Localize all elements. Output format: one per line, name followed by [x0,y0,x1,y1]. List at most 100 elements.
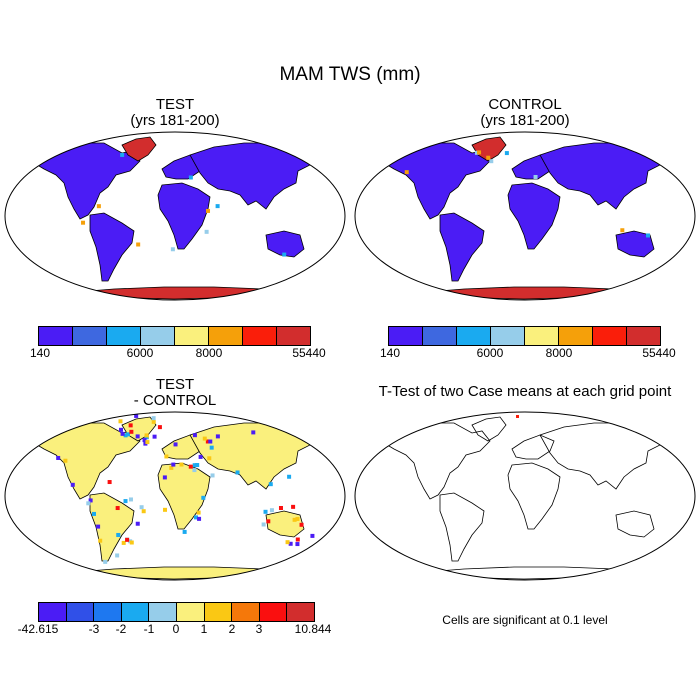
grid-cell [173,442,178,447]
grid-cell [98,538,103,543]
grid-cell [123,433,128,438]
colorbar-swatch [559,327,593,345]
grid-cell [115,553,120,558]
grid-cell [477,150,482,155]
grid-cell [169,465,174,470]
colorbar-test-label: 55440 [292,346,326,360]
grid-cell [128,423,133,428]
grid-cell [188,464,193,469]
colorbar-swatch [176,603,205,621]
grid-cell [144,433,149,438]
map-svg [354,411,696,581]
grid-cell [209,445,214,450]
test-map [4,131,346,306]
colorbar-swatch [277,327,310,345]
grid-cell [142,438,147,443]
landmass [383,422,491,500]
colorbar-diff-label: -1 [143,622,155,636]
grid-cell [196,510,201,515]
colorbar-control-label: 8000 [545,346,573,360]
grid-cell [288,541,293,546]
grid-cell [198,454,203,459]
control-panel-subtitle: (yrs 181-200) [480,112,570,129]
grid-cell [115,506,120,511]
grid-cell [162,475,167,480]
grid-cell [151,416,156,421]
grid-cell [292,517,297,522]
grid-cell [96,524,101,529]
grid-cell [86,501,91,506]
grid-cell [163,507,168,512]
landmass [157,462,211,530]
map-border [354,131,696,301]
significant-cell [516,415,519,418]
colorbar-swatch [593,327,627,345]
landmass [511,434,555,460]
colorbar-diff-label: 10.844 [294,622,332,636]
grid-cell [303,434,308,439]
colorbar-swatch [141,327,175,345]
landmass [439,212,485,282]
grid-cell [235,470,240,475]
grid-cell [179,462,184,467]
grid-cell [141,509,146,514]
ttest-note: Cells are significant at 0.1 level [442,613,608,627]
grid-cell [504,151,509,156]
grid-cell [295,542,300,547]
landmass [539,422,667,490]
grid-cell [474,150,479,155]
colorbar-swatch [66,603,95,621]
colorbar-test-label: 8000 [195,346,223,360]
grid-cell [157,425,162,430]
antarctica-landmass [63,566,305,580]
grid-cell [170,247,175,252]
grid-cell [151,419,156,424]
grid-cell [182,529,187,534]
colorbar-swatch [525,327,559,345]
colorbar-swatch [94,603,122,621]
antarctica-landmass [63,286,305,300]
grid-cell [107,480,112,485]
antarctica-landmass [413,566,655,580]
grid-cell [268,482,273,487]
map-svg [4,411,346,581]
map-svg [4,131,346,301]
grid-cell [135,434,140,439]
grid-cell [197,516,202,521]
colorbar-swatch [243,327,277,345]
colorbar-swatch [457,327,491,345]
grid-cell [291,504,296,509]
landmass [439,492,485,562]
grid-cell [208,439,213,444]
grid-cell [139,505,144,510]
grid-cell [56,455,61,460]
grid-cell [269,508,274,513]
landmass [265,510,305,538]
landmass [471,416,507,442]
colorbar-test [38,326,311,346]
diff-panel-subtitle: - CONTROL [133,392,217,409]
colorbar-swatch [204,603,233,621]
grid-cell [404,170,409,175]
grid-cell [192,468,197,473]
colorbar-swatch [259,603,288,621]
grid-cell [261,522,266,527]
test-panel-subtitle: (yrs 181-200) [130,112,220,129]
grid-cell [533,174,538,179]
colorbar-test-label: 6000 [126,346,154,360]
diff-panel-title: TEST [155,376,195,393]
grid-cell [204,229,209,234]
grid-cell [91,511,96,516]
map-border [4,131,346,301]
control-panel-title: CONTROL [488,96,562,113]
colorbar-control-label: 140 [379,346,401,360]
grid-cell [136,242,141,247]
landmass [265,230,305,258]
grid-cell [295,516,300,521]
grid-cell [282,252,287,257]
grid-cell [295,537,300,542]
grid-cell [299,522,304,527]
grid-cell [266,519,271,524]
colorbar-diff-label: 3 [255,622,263,636]
grid-cell [118,427,123,432]
